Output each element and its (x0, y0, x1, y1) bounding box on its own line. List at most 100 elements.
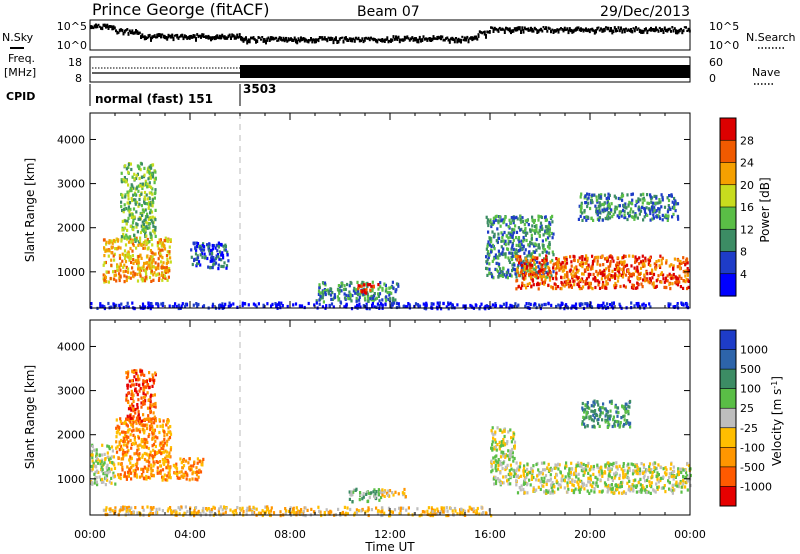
range-cell (352, 488, 356, 492)
noise-sample (680, 27, 682, 31)
range-cell (132, 463, 135, 468)
range-cell (655, 466, 658, 471)
range-cell (535, 256, 538, 260)
range-cell (509, 449, 512, 453)
range-cell (151, 219, 154, 223)
range-cell (494, 253, 497, 257)
noise-sample (336, 39, 339, 44)
range-cell (145, 438, 148, 442)
range-cell (151, 373, 154, 377)
range-cell (546, 228, 549, 232)
range-cell (136, 393, 139, 397)
range-cell (583, 471, 586, 475)
range-cell (384, 303, 387, 307)
range-cell (520, 239, 523, 243)
range-cell (657, 207, 660, 211)
range-cell (529, 263, 532, 267)
range-cell (605, 280, 608, 284)
noise-sample (427, 37, 430, 40)
range-cell (586, 405, 589, 409)
range-cell (222, 305, 226, 309)
noise-sample (590, 28, 592, 31)
range-cell (348, 284, 351, 288)
noise-sample (110, 25, 112, 28)
range-cell (181, 466, 184, 470)
noise-sample (128, 29, 131, 33)
range-cell (180, 470, 183, 474)
range-cell (578, 204, 581, 208)
noise-sample (443, 38, 446, 42)
noise-sample (190, 34, 192, 39)
range-cell (143, 465, 146, 469)
range-cell (322, 300, 325, 304)
range-cell (381, 288, 384, 292)
range-cell (606, 215, 609, 219)
range-cell (535, 237, 538, 242)
range-cell (131, 266, 134, 270)
range-cell (641, 484, 644, 488)
range-cell (424, 307, 427, 311)
noise-sample (118, 28, 121, 33)
range-cell (601, 270, 604, 274)
range-cell (630, 487, 633, 491)
range-cell (140, 405, 143, 409)
range-cell (176, 471, 179, 475)
range-cell (621, 193, 625, 198)
range-cell (392, 493, 395, 497)
range-cell (143, 402, 146, 406)
range-cell (199, 253, 202, 257)
range-cell (150, 466, 153, 470)
range-cell (544, 218, 547, 222)
range-cell (644, 488, 647, 493)
range-cell (630, 301, 633, 305)
range-cell (160, 273, 163, 277)
noise-sample (425, 37, 427, 41)
range-cell (675, 482, 678, 486)
range-cell (351, 293, 354, 298)
range-cell (164, 449, 167, 453)
range-cell (195, 248, 198, 252)
range-cell (564, 475, 567, 479)
range-cell (602, 203, 605, 207)
range-cell (218, 257, 221, 261)
range-cell (151, 431, 154, 435)
range-cell (576, 270, 579, 274)
range-cell (580, 464, 583, 468)
range-cell (133, 237, 137, 241)
range-cell (673, 305, 677, 309)
range-cell (543, 261, 546, 265)
range-cell (524, 219, 527, 223)
range-cell (118, 432, 121, 436)
range-cell (131, 402, 134, 406)
range-cell (587, 263, 590, 267)
range-cell (615, 461, 618, 465)
range-cell (619, 485, 622, 489)
range-cell (670, 263, 673, 267)
range-cell (531, 263, 534, 267)
range-cell (578, 463, 581, 467)
range-cell (142, 264, 145, 268)
range-cell (363, 293, 366, 297)
noise-sample (625, 27, 627, 30)
noise-sample (643, 28, 646, 32)
range-cell (488, 267, 491, 271)
range-cell (154, 444, 157, 449)
range-cell (134, 462, 137, 466)
range-cell (556, 481, 559, 485)
range-cell (588, 468, 591, 472)
range-cell (533, 224, 537, 229)
noise-sample (552, 29, 555, 34)
range-cell (580, 286, 583, 291)
range-cell (450, 304, 453, 308)
noise-sample (271, 36, 274, 41)
range-cell (104, 476, 107, 480)
range-cell (594, 285, 597, 290)
range-cell (138, 428, 141, 432)
noise-sample (601, 28, 604, 33)
range-cell (676, 473, 679, 477)
range-cell (520, 227, 523, 231)
range-cell (216, 249, 219, 253)
range-cell (617, 483, 620, 487)
noise-sample (511, 29, 514, 33)
noise-sample (245, 36, 247, 41)
